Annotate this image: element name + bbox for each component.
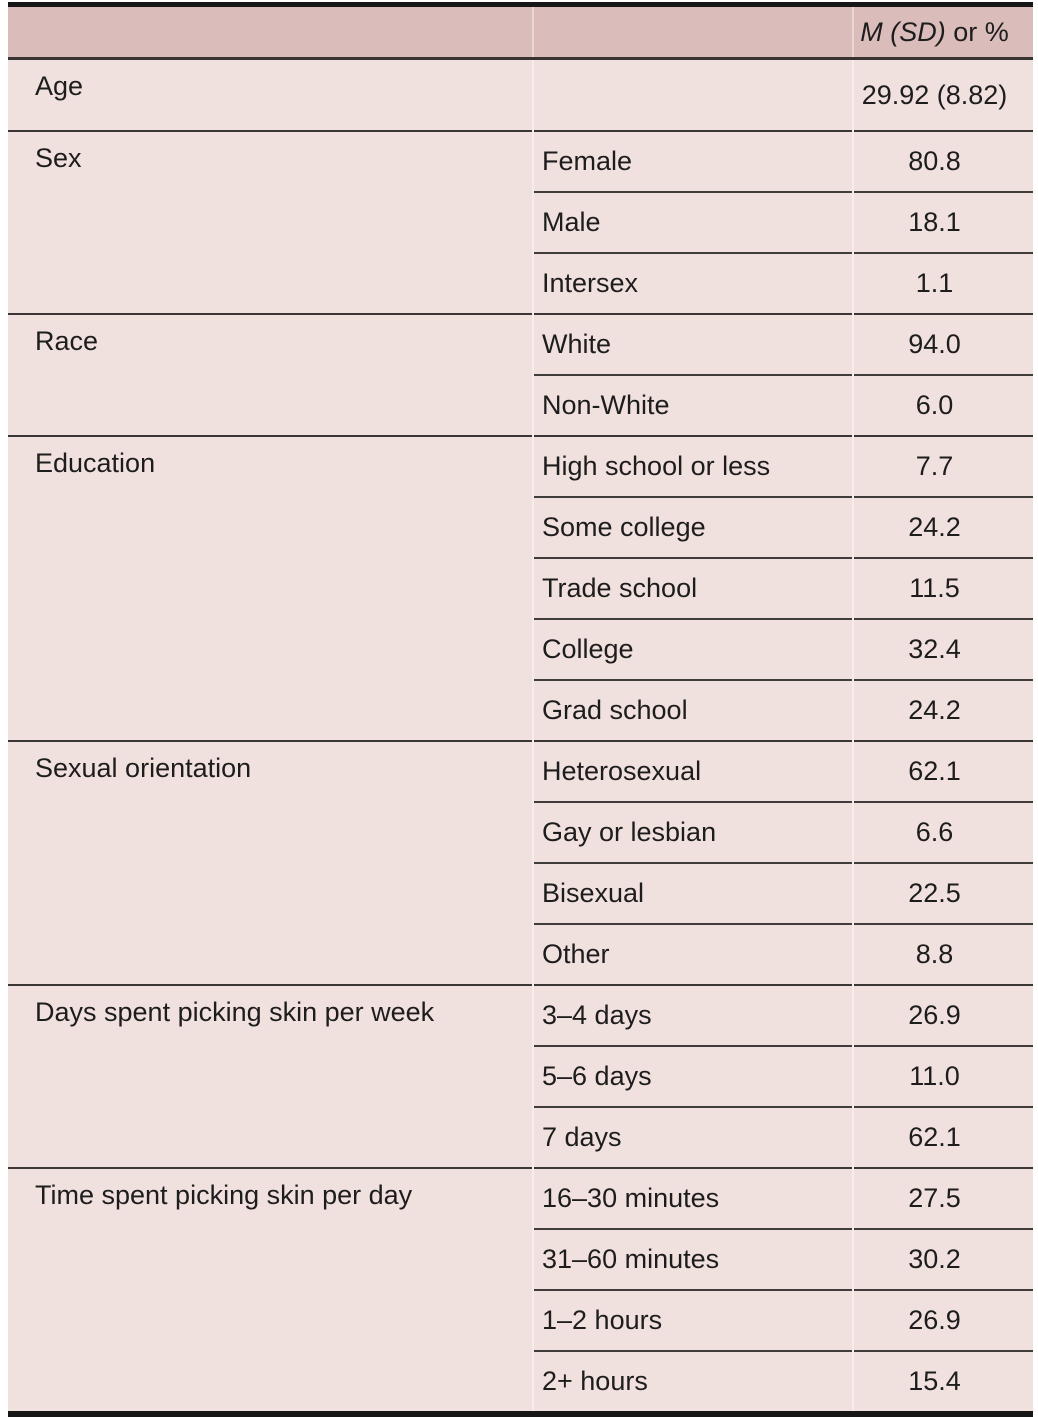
value-cell: 7.7: [852, 435, 1033, 497]
subcategory-cell: 2+ hours: [532, 1350, 853, 1414]
subcategory-cell: Some college: [532, 496, 853, 558]
subcategory-cell: 31–60 minutes: [532, 1228, 853, 1290]
subcategory-cell: High school or less: [532, 435, 853, 497]
header-row: M (SD) or %: [8, 4, 1033, 60]
table-row: 31–60 minutes 30.2: [8, 1228, 1033, 1290]
table-row: Male 18.1: [8, 191, 1033, 253]
table-row: Gay or lesbian 6.6: [8, 801, 1033, 863]
table-row: Bisexual 22.5: [8, 862, 1033, 924]
subcategory-cell: Non-White: [532, 374, 853, 436]
subcategory-cell: Other: [532, 923, 853, 985]
value-cell: 24.2: [852, 496, 1033, 558]
table-row: Intersex 1.1: [8, 252, 1033, 314]
subcategory-cell: Bisexual: [532, 862, 853, 924]
header-category-cell: [8, 4, 533, 60]
value-cell: 26.9: [852, 984, 1033, 1046]
category-cell: Sexual orientation: [8, 740, 533, 985]
demographics-table: M (SD) or % Age 29.92 (8.82) Sex Female 80.8…: [8, 2, 1033, 1417]
table-row: Sex Female 80.8: [8, 130, 1033, 314]
subcategory-cell: White: [532, 313, 853, 375]
subcategory-cell: Intersex: [532, 252, 853, 314]
table-row: Age 29.92 (8.82): [8, 57, 1033, 131]
header-value-cell: M (SD) or %: [852, 4, 1033, 60]
value-cell: 8.8: [852, 923, 1033, 985]
subcategory-cell: 3–4 days: [532, 984, 853, 1046]
category-cell: Age: [8, 57, 533, 131]
value-cell: 94.0: [852, 313, 1033, 375]
table-row: Time spent picking skin per day 16–30 min…: [8, 1167, 1033, 1414]
subcategory-cell: 5–6 days: [532, 1045, 853, 1107]
value-cell: 32.4: [852, 618, 1033, 680]
subcategory-cell: 16–30 minutes: [532, 1167, 853, 1229]
table-row: Trade school 11.5: [8, 557, 1033, 619]
category-cell: Sex: [8, 130, 533, 314]
table-row: Other 8.8: [8, 923, 1033, 985]
table-row: Race White 94.0: [8, 313, 1033, 436]
table-row: Some college 24.2: [8, 496, 1033, 558]
value-cell: 22.5: [852, 862, 1033, 924]
table-row: Education High school or less 7.7: [8, 435, 1033, 741]
value-cell: 15.4: [852, 1350, 1033, 1414]
category-cell: Education: [8, 435, 533, 741]
value-cell: 29.92 (8.82): [852, 57, 1033, 131]
value-cell: 18.1: [852, 191, 1033, 253]
value-cell: 30.2: [852, 1228, 1033, 1290]
table-row: Non-White 6.0: [8, 374, 1033, 436]
category-cell: Time spent picking skin per day: [8, 1167, 533, 1414]
value-cell: 11.5: [852, 557, 1033, 619]
table-row: 7 days 62.1: [8, 1106, 1033, 1168]
table-row: 2+ hours 15.4: [8, 1350, 1033, 1414]
value-cell: 27.5: [852, 1167, 1033, 1229]
subcategory-cell: 7 days: [532, 1106, 853, 1168]
subcategory-cell: 1–2 hours: [532, 1289, 853, 1351]
subcategory-cell: Male: [532, 191, 853, 253]
value-cell: 24.2: [852, 679, 1033, 741]
table-row: College 32.4: [8, 618, 1033, 680]
subcategory-cell: College: [532, 618, 853, 680]
value-cell: 6.0: [852, 374, 1033, 436]
value-cell: 62.1: [852, 740, 1033, 802]
value-cell: 11.0: [852, 1045, 1033, 1107]
value-cell: 26.9: [852, 1289, 1033, 1351]
category-cell: Days spent picking skin per week: [8, 984, 533, 1168]
table-row: Grad school 24.2: [8, 679, 1033, 741]
header-msd-label: M (SD): [860, 16, 946, 47]
subcategory-cell: Trade school: [532, 557, 853, 619]
subcategory-cell: Female: [532, 130, 853, 192]
subcategory-cell: Gay or lesbian: [532, 801, 853, 863]
subcategory-cell: Heterosexual: [532, 740, 853, 802]
subcategory-cell: [532, 57, 853, 131]
value-cell: 1.1: [852, 252, 1033, 314]
value-cell: 6.6: [852, 801, 1033, 863]
table-row: Days spent picking skin per week 3–4 days…: [8, 984, 1033, 1168]
value-cell: 80.8: [852, 130, 1033, 192]
subcategory-cell: Grad school: [532, 679, 853, 741]
value-cell: 62.1: [852, 1106, 1033, 1168]
table-body: Age 29.92 (8.82) Sex Female 80.8 Male 18.1 Inte…: [8, 57, 1033, 1414]
table-row: 1–2 hours 26.9: [8, 1289, 1033, 1351]
header-or-percent-label: or %: [945, 16, 1009, 47]
table-row: 5–6 days 11.0: [8, 1045, 1033, 1107]
table-row: Sexual orientation Heterosexual 62.1: [8, 740, 1033, 985]
header-subcategory-cell: [532, 4, 853, 60]
category-cell: Race: [8, 313, 533, 436]
